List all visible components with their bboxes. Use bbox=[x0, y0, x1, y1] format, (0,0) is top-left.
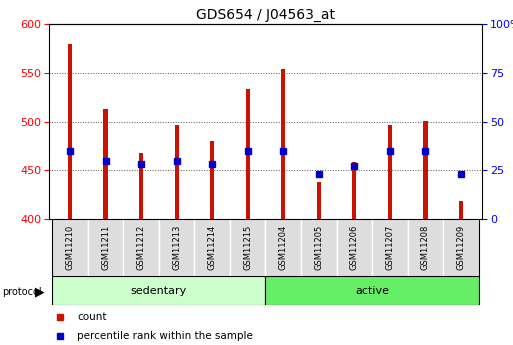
Text: GSM11207: GSM11207 bbox=[385, 225, 394, 270]
Text: active: active bbox=[355, 286, 389, 296]
Text: sedentary: sedentary bbox=[131, 286, 187, 296]
Text: GSM11209: GSM11209 bbox=[457, 225, 465, 270]
Bar bbox=[408, 219, 443, 276]
Text: count: count bbox=[77, 312, 106, 322]
Bar bbox=[104, 109, 108, 219]
Bar bbox=[423, 121, 427, 219]
Title: GDS654 / J04563_at: GDS654 / J04563_at bbox=[196, 8, 335, 22]
Text: GSM11205: GSM11205 bbox=[314, 225, 323, 270]
Text: GSM11214: GSM11214 bbox=[208, 225, 216, 270]
Bar bbox=[88, 219, 123, 276]
Bar bbox=[388, 125, 392, 219]
Text: percentile rank within the sample: percentile rank within the sample bbox=[77, 331, 253, 341]
Bar bbox=[352, 161, 357, 219]
Text: GSM11212: GSM11212 bbox=[136, 225, 146, 270]
Bar bbox=[68, 44, 72, 219]
Bar bbox=[230, 219, 266, 276]
Text: GSM11204: GSM11204 bbox=[279, 225, 288, 270]
Text: protocol: protocol bbox=[3, 287, 42, 296]
Bar bbox=[443, 219, 479, 276]
Bar bbox=[266, 276, 479, 305]
Bar bbox=[301, 219, 337, 276]
Text: GSM11210: GSM11210 bbox=[66, 225, 74, 270]
Bar bbox=[194, 219, 230, 276]
Text: GSM11206: GSM11206 bbox=[350, 225, 359, 270]
Bar bbox=[266, 219, 301, 276]
Text: ▶: ▶ bbox=[35, 285, 45, 298]
Text: GSM11208: GSM11208 bbox=[421, 225, 430, 270]
Text: GSM11211: GSM11211 bbox=[101, 225, 110, 270]
Text: GSM11215: GSM11215 bbox=[243, 225, 252, 270]
Bar bbox=[159, 219, 194, 276]
Bar bbox=[246, 89, 250, 219]
Bar bbox=[174, 125, 179, 219]
Bar bbox=[372, 219, 408, 276]
Bar bbox=[210, 141, 214, 219]
Bar bbox=[281, 69, 285, 219]
Text: GSM11213: GSM11213 bbox=[172, 225, 181, 270]
Bar bbox=[459, 200, 463, 219]
Bar bbox=[337, 219, 372, 276]
Bar bbox=[52, 219, 88, 276]
Bar bbox=[123, 219, 159, 276]
Bar bbox=[317, 182, 321, 219]
Bar bbox=[139, 153, 143, 219]
Bar bbox=[52, 276, 266, 305]
